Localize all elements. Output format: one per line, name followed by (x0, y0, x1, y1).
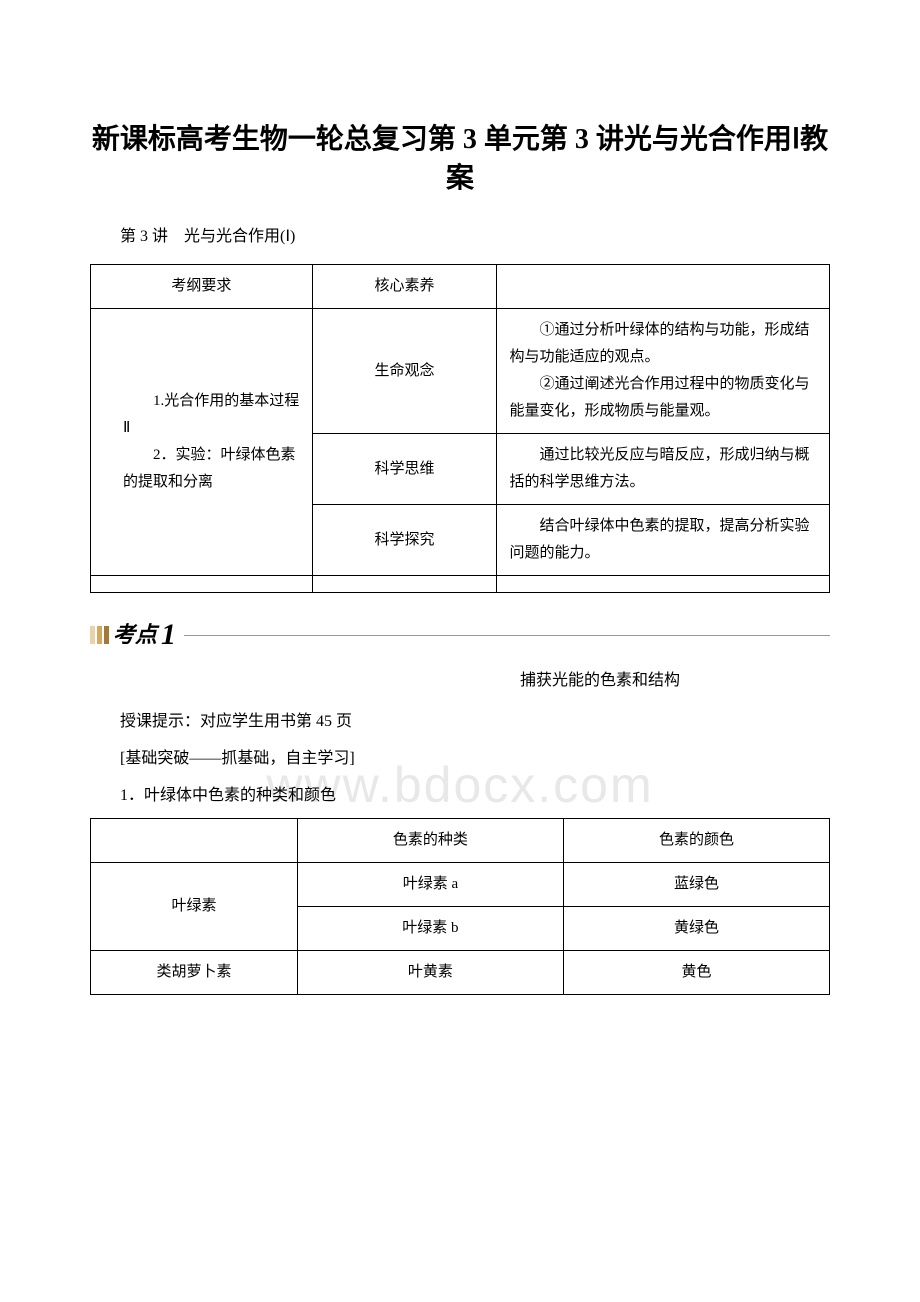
desc-scientific-inquiry: 结合叶绿体中色素的提取，提高分析实验问题的能力。 (497, 505, 830, 576)
aspect-scientific-inquiry: 科学探究 (312, 505, 497, 576)
desc-scientific-thinking: 通过比较光反应与暗反应，形成归纳与概括的科学思维方法。 (497, 434, 830, 505)
table-row: 叶绿素 叶绿素 a 蓝绿色 (91, 863, 830, 907)
header-empty (497, 265, 830, 309)
empty-cell (497, 576, 830, 593)
aspect-scientific-thinking: 科学思维 (312, 434, 497, 505)
empty-header (91, 819, 298, 863)
table-header-row: 考纲要求 核心素养 (91, 265, 830, 309)
bar-icon (104, 626, 109, 644)
kaodian-bars-icon (90, 626, 109, 644)
life-concept-desc-2: ②通过阐述光合作用过程中的物质变化与能量变化，形成物质与能量观。 (509, 371, 817, 425)
header-pigment-type: 色素的种类 (297, 819, 563, 863)
header-requirements: 考纲要求 (91, 265, 313, 309)
chlorophyll-a: 叶绿素 a (297, 863, 563, 907)
aspect-life-concept: 生命观念 (312, 309, 497, 434)
table-row: 类胡萝卜素 叶黄素 黄色 (91, 951, 830, 995)
scientific-inquiry-desc: 结合叶绿体中色素的提取，提高分析实验问题的能力。 (509, 513, 817, 567)
requirement-2: 2．实验：叶绿体色素的提取和分离 (123, 442, 300, 496)
table-header-row: 色素的种类 色素的颜色 (91, 819, 830, 863)
teaching-hint: 授课提示：对应学生用书第 45 页 (90, 708, 830, 737)
chlorophyll-b-color: 黄绿色 (563, 907, 829, 951)
bar-icon (90, 626, 95, 644)
kaodian-number: 1 (161, 608, 176, 662)
kaodian-header: 考点 1 (90, 608, 830, 662)
table-row: 1.光合作用的基本过程Ⅱ 2．实验：叶绿体色素的提取和分离 生命观念 ①通过分析… (91, 309, 830, 434)
life-concept-desc-1: ①通过分析叶绿体的结构与功能，形成结构与功能适应的观点。 (509, 317, 817, 371)
scientific-thinking-desc: 通过比较光反应与暗反应，形成归纳与概括的科学思维方法。 (509, 442, 817, 496)
pigment-table: 色素的种类 色素的颜色 叶绿素 叶绿素 a 蓝绿色 叶绿素 b 黄绿色 类胡萝卜… (90, 818, 830, 995)
carotenoid-group: 类胡萝卜素 (91, 951, 298, 995)
header-literacy: 核心素养 (312, 265, 497, 309)
empty-cell (91, 576, 313, 593)
chlorophyll-b: 叶绿素 b (297, 907, 563, 951)
empty-cell (312, 576, 497, 593)
header-pigment-color: 色素的颜色 (563, 819, 829, 863)
lecture-subtitle: 第 3 讲 光与光合作用(Ⅰ) (90, 223, 830, 252)
kaodian-divider (184, 635, 830, 636)
kaodian-subtitle: 捕获光能的色素和结构 (90, 667, 830, 696)
requirement-1: 1.光合作用的基本过程Ⅱ (123, 388, 300, 442)
table-empty-row (91, 576, 830, 593)
syllabus-table: 考纲要求 核心素养 1.光合作用的基本过程Ⅱ 2．实验：叶绿体色素的提取和分离 … (90, 264, 830, 593)
requirements-cell: 1.光合作用的基本过程Ⅱ 2．实验：叶绿体色素的提取和分离 (91, 309, 313, 576)
chlorophyll-a-color: 蓝绿色 (563, 863, 829, 907)
chlorophyll-group: 叶绿素 (91, 863, 298, 951)
xanthophyll: 叶黄素 (297, 951, 563, 995)
desc-life-concept: ①通过分析叶绿体的结构与功能，形成结构与功能适应的观点。 ②通过阐述光合作用过程… (497, 309, 830, 434)
bar-icon (97, 626, 102, 644)
basics-breakthrough: [基础突破——抓基础，自主学习] (90, 745, 830, 774)
section-1-title: 1．叶绿体中色素的种类和颜色 (90, 782, 830, 811)
xanthophyll-color: 黄色 (563, 951, 829, 995)
page-title: 新课标高考生物一轮总复习第 3 单元第 3 讲光与光合作用Ⅰ教案 (90, 120, 830, 198)
kaodian-label: 考点 (113, 615, 157, 655)
